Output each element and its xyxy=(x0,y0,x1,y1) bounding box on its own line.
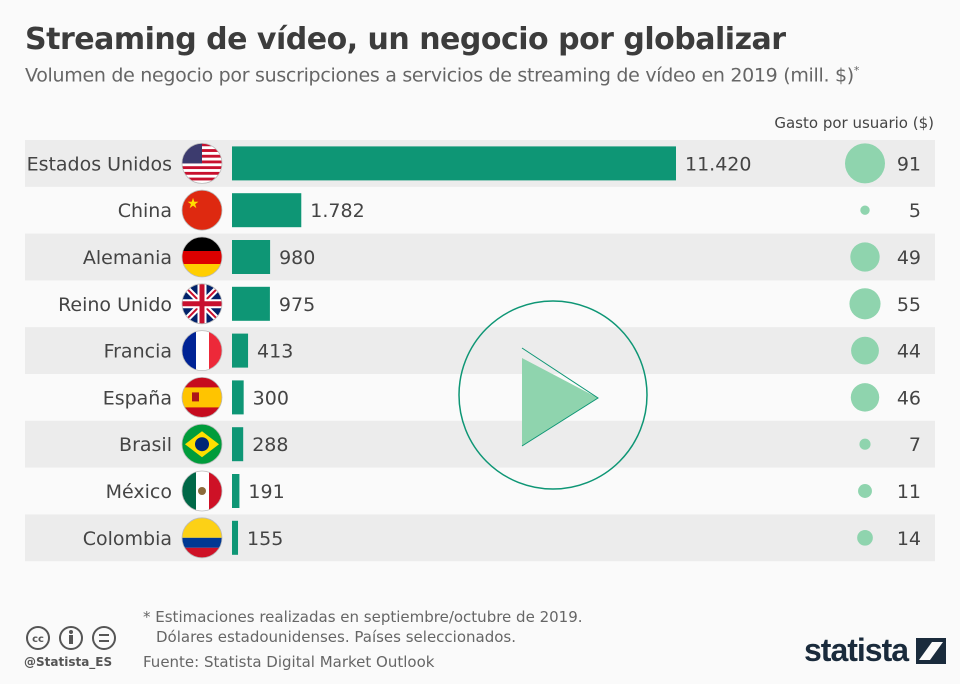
footnote-2: Dólares estadounidenses. Países seleccio… xyxy=(156,628,516,646)
row-band xyxy=(25,514,935,562)
bar xyxy=(232,520,239,555)
play-icon xyxy=(522,358,598,446)
bar xyxy=(232,286,270,321)
flag-cn-icon: ★ xyxy=(182,190,222,231)
value-label: 1.782 xyxy=(310,200,364,222)
flag-de-icon xyxy=(182,237,222,277)
flag-br-icon xyxy=(182,424,222,465)
secondary-value-label: 49 xyxy=(897,247,921,269)
value-label: 413 xyxy=(257,341,293,363)
flag-es-icon xyxy=(182,377,222,418)
secondary-value-label: 55 xyxy=(897,294,921,316)
value-label: 155 xyxy=(247,528,283,550)
category-label: China xyxy=(118,200,172,222)
flag-mx-icon xyxy=(182,471,222,511)
bubble xyxy=(851,336,879,365)
row-mx: México 191 11 xyxy=(106,470,921,512)
source: Fuente: Statista Digital Market Outlook xyxy=(143,653,435,671)
bubble xyxy=(849,288,881,320)
chart: Estados Unidos 11.420 91 China ★ 1.782 5 Aleman… xyxy=(25,140,935,562)
bar xyxy=(232,380,244,415)
bubble xyxy=(858,484,872,498)
flag-us-icon xyxy=(182,143,222,184)
value-label: 975 xyxy=(279,294,315,316)
category-label: Brasil xyxy=(119,434,172,456)
twitter-handle: @Statista_ES xyxy=(24,655,113,669)
statista-logo[interactable]: statista xyxy=(804,632,946,669)
row-band xyxy=(25,233,935,281)
footnote: * Estimaciones realizadas en septiembre/… xyxy=(143,608,583,626)
play-button[interactable] xyxy=(458,300,648,490)
category-label: España xyxy=(103,387,172,409)
category-label: Colombia xyxy=(83,528,172,550)
category-label: México xyxy=(106,481,172,503)
flag-co-icon xyxy=(182,517,222,558)
bar xyxy=(232,240,271,274)
bubble xyxy=(859,438,871,450)
row-cn: China ★ 1.782 5 xyxy=(118,189,921,231)
bubble xyxy=(845,143,885,184)
bubble xyxy=(860,205,870,215)
bar xyxy=(232,427,244,462)
row-band xyxy=(25,420,935,468)
secondary-value-label: 14 xyxy=(897,528,921,550)
row-gb: Reino Unido 975 55 xyxy=(58,283,921,325)
bar xyxy=(232,333,249,368)
cc-license-icons[interactable]: cc xyxy=(24,624,120,652)
value-label: 11.420 xyxy=(685,153,751,175)
secondary-value-label: 46 xyxy=(897,387,921,409)
secondary-value-label: 7 xyxy=(909,434,921,456)
secondary-value-label: 5 xyxy=(909,200,921,222)
bar xyxy=(232,474,240,508)
row-us: Estados Unidos 11.420 91 xyxy=(25,140,935,187)
row-co: Colombia 155 14 xyxy=(25,514,935,562)
svg-text:★: ★ xyxy=(187,196,200,212)
secondary-header: Gasto por usuario ($) xyxy=(774,114,934,132)
category-label: Reino Unido xyxy=(58,294,172,316)
bubble xyxy=(857,529,873,546)
value-label: 980 xyxy=(279,247,315,269)
category-label: Estados Unidos xyxy=(27,153,172,175)
secondary-value-label: 44 xyxy=(897,341,921,363)
value-label: 288 xyxy=(252,434,288,456)
value-label: 191 xyxy=(248,481,284,503)
chart-title: Streaming de vídeo, un negocio por globa… xyxy=(25,22,786,57)
secondary-value-label: 11 xyxy=(897,481,921,503)
row-es: España 300 46 xyxy=(103,376,921,418)
bar xyxy=(232,146,676,181)
secondary-value-label: 91 xyxy=(897,153,921,175)
category-label: Alemania xyxy=(83,247,172,269)
row-br: Brasil 288 7 xyxy=(25,420,935,468)
bar xyxy=(232,193,302,228)
flag-gb-icon xyxy=(182,283,222,324)
category-label: Francia xyxy=(104,341,172,363)
chart-subtitle: Volumen de negocio por suscripciones a s… xyxy=(25,64,860,87)
row-fr: Francia 413 44 xyxy=(25,327,935,374)
bubble xyxy=(850,383,880,412)
flag-fr-icon xyxy=(182,330,222,371)
svg-text:cc: cc xyxy=(32,634,44,645)
bubble xyxy=(850,242,880,272)
row-de: Alemania 980 49 xyxy=(25,233,935,281)
value-label: 300 xyxy=(253,387,289,409)
